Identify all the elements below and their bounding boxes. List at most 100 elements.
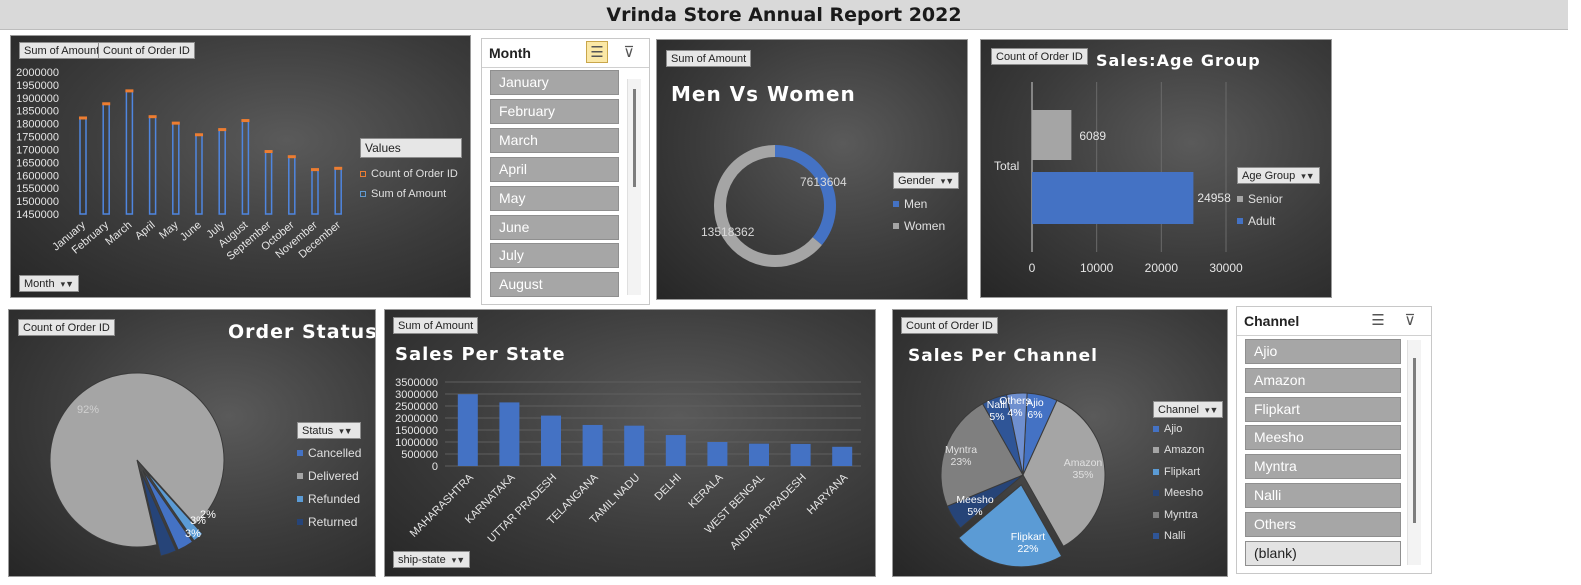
legend-item-ajio: Ajio: [1153, 418, 1223, 440]
y-tick-label: 1900000: [16, 93, 59, 105]
month-bar-marker: [79, 116, 87, 120]
month-bar: [125, 90, 134, 215]
count-of-order-field-button[interactable]: Count of Order ID: [98, 42, 195, 59]
count-of-order-field-button[interactable]: Count of Order ID: [18, 319, 115, 336]
legend-item-flipkart: Flipkart: [1153, 461, 1223, 483]
slicer-item-january[interactable]: January: [490, 70, 619, 95]
slicer-item-february[interactable]: February: [490, 98, 619, 124]
legend-item-count-of-order: Count of Order ID: [360, 164, 462, 184]
slicer-item-meesho[interactable]: Meesho: [1245, 425, 1401, 451]
sales-age-group-chart[interactable]: 0 10000 20000 30000 6089 24958 Total Count of …: [980, 39, 1332, 298]
clear-filter-icon[interactable]: ⊽: [623, 44, 635, 61]
sum-of-amount-field-button[interactable]: Sum of Amount: [393, 317, 479, 334]
count-of-order-field-button[interactable]: Count of Order ID: [991, 48, 1088, 65]
slicer-item-amazon[interactable]: Amazon: [1245, 367, 1401, 393]
donut-segment-men: [774, 145, 836, 245]
data-label-flipkart: Flipkart 22%: [1011, 531, 1046, 555]
x-tick-label: 30000: [1209, 261, 1243, 275]
dark-blue-swatch-icon: [297, 518, 303, 525]
slicer-item-blank[interactable]: (blank): [1245, 540, 1401, 566]
data-label-refunded: 2%: [200, 509, 216, 521]
slicer-item-july[interactable]: July: [490, 243, 619, 269]
month-bar: [148, 116, 157, 215]
legend-label: Cancelled: [308, 445, 362, 460]
multi-select-icon[interactable]: ☰: [586, 41, 608, 63]
monthly-sales-chart[interactable]: 2000000 1950000 1900000 1850000 1800000 17500…: [10, 35, 471, 298]
age-group-filter-button[interactable]: Age Group ▾▼: [1237, 167, 1320, 184]
count-of-order-field-button[interactable]: Count of Order ID: [901, 317, 998, 334]
scrollbar-thumb[interactable]: [1413, 358, 1416, 523]
data-label-nalli: Nalli 5%: [987, 399, 1007, 423]
month-button-label: Month: [24, 278, 55, 290]
y-tick-label: 1550000: [16, 183, 59, 195]
chart-title: Sales Per State: [395, 344, 566, 365]
pie-slice-myntra: [940, 402, 1024, 507]
gender-filter-button[interactable]: Gender ▾▼: [893, 172, 960, 189]
chart-title: Order Status: [228, 321, 376, 343]
sales-per-state-chart[interactable]: 3500000 3000000 2500000 2000000 1500000 10000…: [384, 309, 876, 577]
month-bar-marker: [102, 102, 111, 106]
month-bar: [79, 117, 87, 215]
slicer-item-nalli[interactable]: Nalli: [1245, 483, 1401, 508]
channel-filter-button[interactable]: Channel ▾▼: [1153, 401, 1224, 418]
slicer-item-myntra[interactable]: Myntra: [1245, 454, 1401, 480]
y-tick-label: 3000000: [395, 389, 438, 401]
month-axis-field-button[interactable]: Month ▾▼: [19, 275, 80, 292]
channel-slicer[interactable]: Channel ☰ ⊽ Ajio Amazon Flipkart Meesho Mynt…: [1236, 306, 1432, 574]
chart-title: Sales:Age Group: [1096, 51, 1261, 70]
age-filter-label: Age Group: [1242, 170, 1296, 182]
scrollbar-thumb[interactable]: [633, 89, 636, 187]
slicer-item-april[interactable]: April: [490, 156, 619, 182]
month-bar-marker: [171, 121, 180, 125]
slicer-item-may[interactable]: May: [490, 185, 619, 211]
data-label-senior: 6089: [1079, 129, 1106, 143]
men-vs-women-chart[interactable]: 7613604 13518362 Sum of Amount Men Vs Wom…: [656, 39, 968, 300]
blue-swatch-icon: [297, 449, 303, 456]
x-tick-label: May: [157, 219, 181, 242]
donut-segment-women: [714, 145, 822, 267]
legend-label: Nalli: [1164, 530, 1186, 543]
y-tick-label: 1500000: [16, 196, 59, 208]
clear-filter-icon[interactable]: ⊽: [1404, 312, 1416, 329]
legend-label: Refunded: [308, 491, 361, 506]
slicer-item-flipkart[interactable]: Flipkart: [1245, 396, 1401, 422]
legend-swatch-icon: [1153, 533, 1159, 540]
state-bar: [832, 446, 853, 466]
channel-slicer-header: Channel: [1244, 313, 1300, 329]
x-tick-label: June: [178, 219, 204, 244]
slicer-item-june[interactable]: June: [490, 214, 619, 240]
legend-swatch-icon: [1153, 447, 1159, 454]
month-bar: [172, 122, 180, 215]
bar-adult: [1032, 172, 1194, 224]
sum-of-amount-field-button[interactable]: Sum of Amount: [19, 42, 105, 59]
legend-item-delivered: Delivered: [297, 464, 361, 487]
multi-select-icon[interactable]: ☰: [1371, 312, 1385, 329]
channel-chart-canvas: Ajio 6% Amazon 35% Flipkart 22% Meesho 5% Myntra…: [940, 392, 1106, 568]
chart-title: Men Vs Women: [671, 82, 856, 106]
ship-state-field-button[interactable]: ship-state ▾▼: [393, 551, 471, 568]
y-tick-label: 2000000: [395, 413, 438, 425]
sum-of-amount-field-button[interactable]: Sum of Amount: [666, 50, 752, 67]
status-filter-button[interactable]: Status ▾▼: [297, 422, 362, 439]
gender-chart-canvas: 7613604 13518362: [701, 145, 847, 267]
month-bar: [334, 168, 342, 215]
blue-swatch-icon: [360, 191, 366, 197]
month-slicer[interactable]: Month ☰ ⊽ January February March April May Ju…: [481, 38, 650, 305]
slicer-item-august[interactable]: August: [490, 272, 619, 298]
order-status-chart[interactable]: 3% 92% 2% 3% Count of Order ID Order Status…: [8, 309, 376, 577]
slicer-item-ajio[interactable]: Ajio: [1245, 339, 1401, 364]
bar-senior: [1032, 110, 1072, 160]
channel-slicer-scrollbar[interactable]: [1407, 340, 1421, 565]
month-slicer-scrollbar[interactable]: [627, 79, 641, 295]
filter-dropdown-icon: ▾▼: [1301, 171, 1315, 181]
legend-item-refunded: Refunded: [297, 487, 361, 510]
sales-per-channel-chart[interactable]: Ajio 6% Amazon 35% Flipkart 22% Meesho 5% Myntra…: [892, 309, 1228, 577]
values-legend-header: Values: [360, 138, 462, 158]
slicer-item-march[interactable]: March: [490, 127, 619, 153]
data-label-returned: 3%: [185, 528, 201, 540]
ship-state-button-label: ship-state: [398, 554, 446, 566]
pie-slice-flipkart: [958, 484, 1063, 568]
slicer-item-others[interactable]: Others: [1245, 511, 1401, 537]
month-bar-marker: [125, 89, 134, 93]
month-bar-marker: [218, 128, 227, 132]
